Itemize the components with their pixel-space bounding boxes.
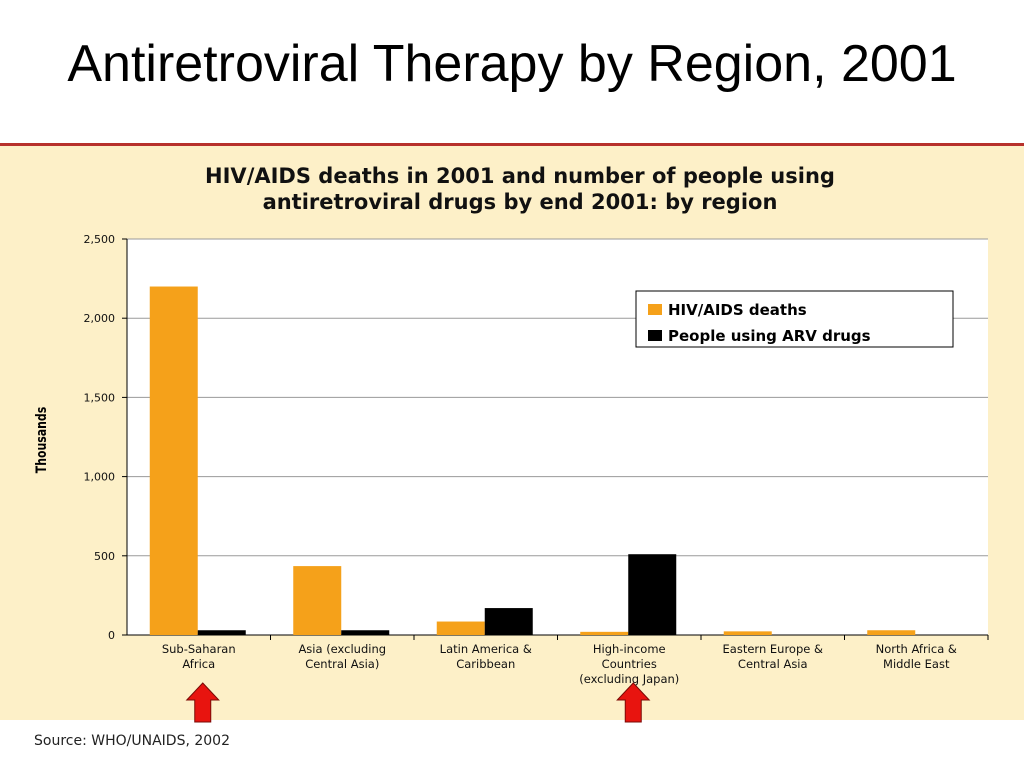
legend-label: People using ARV drugs <box>668 327 871 345</box>
y-tick-label: 2,000 <box>84 312 116 325</box>
x-tick-label: Caribbean <box>456 657 515 671</box>
bar-arv <box>197 630 246 635</box>
up-arrow-icon <box>616 682 651 723</box>
x-tick-label: North Africa & <box>876 642 957 656</box>
x-tick-label: Countries <box>602 657 657 671</box>
bar-deaths <box>580 631 629 635</box>
title-divider <box>0 143 1024 146</box>
chart-title-line-1: HIV/AIDS deaths in 2001 and number of pe… <box>205 164 835 188</box>
y-tick-label: 500 <box>94 550 115 563</box>
bar-deaths <box>867 630 916 635</box>
x-tick-label: Latin America & <box>440 642 532 656</box>
bar-arv <box>484 608 533 635</box>
x-tick-label: Central Asia) <box>305 657 379 671</box>
bar-arv <box>628 554 677 635</box>
x-tick-label: Sub-Saharan <box>162 642 236 656</box>
y-tick-label: 1,000 <box>84 471 116 484</box>
legend-label: HIV/AIDS deaths <box>668 301 807 319</box>
x-tick-label: Middle East <box>883 657 950 671</box>
x-tick-label: Africa <box>182 657 215 671</box>
x-tick-label: (excluding Japan) <box>579 672 679 686</box>
legend-swatch <box>648 304 662 315</box>
y-tick-label: 0 <box>108 629 115 642</box>
bar-arv <box>341 630 390 635</box>
y-axis-label: Thousands <box>33 407 50 473</box>
chart-title: HIV/AIDS deaths in 2001 and number of pe… <box>60 163 980 215</box>
x-tick-label: Eastern Europe & <box>723 642 823 656</box>
x-tick-label: Asia (excluding <box>298 642 386 656</box>
legend-swatch <box>648 330 662 341</box>
up-arrow-icon <box>185 682 220 723</box>
bar-deaths <box>149 286 198 635</box>
legend-box <box>635 290 954 348</box>
bar-deaths <box>436 621 485 635</box>
x-tick-label: Central Asia <box>738 657 808 671</box>
bar-deaths <box>723 631 772 635</box>
y-tick-label: 2,500 <box>84 233 116 246</box>
slide-title: Antiretroviral Therapy by Region, 2001 <box>67 35 957 93</box>
y-tick-label: 1,500 <box>84 391 116 404</box>
x-tick-label: High-income <box>593 642 666 656</box>
chart-title-line-2: antiretroviral drugs by end 2001: by reg… <box>262 190 778 214</box>
bar-deaths <box>293 566 342 635</box>
source-note: Source: WHO/UNAIDS, 2002 <box>34 733 230 749</box>
